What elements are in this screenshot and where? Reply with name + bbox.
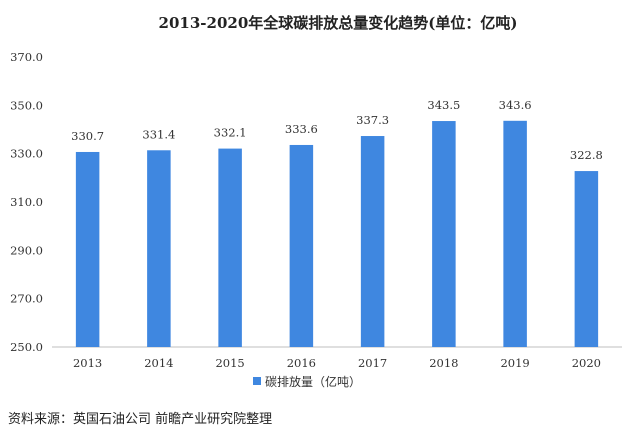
x-tick-label: 2016: [287, 356, 316, 370]
data-label: 343.6: [499, 98, 532, 112]
bar: [503, 120, 527, 347]
y-tick-label: 250.0: [10, 340, 43, 354]
y-tick-label: 290.0: [10, 243, 43, 257]
chart-title: 2013-2020年全球碳排放总量变化趋势(单位：亿吨): [159, 14, 518, 32]
y-tick-label: 270.0: [10, 292, 43, 306]
x-axis: 2013 2014 2015 2016 2017 2018 2019 2020: [73, 356, 601, 370]
legend-label: 碳排放量（亿吨）: [265, 374, 361, 389]
legend: 碳排放量（亿吨）: [253, 374, 361, 389]
data-label: 322.8: [570, 148, 603, 162]
bar: [147, 150, 171, 347]
x-tick-label: 2019: [500, 356, 529, 370]
x-tick-label: 2018: [429, 356, 458, 370]
data-label: 343.5: [427, 98, 460, 112]
x-tick-label: 2017: [358, 356, 387, 370]
legend-swatch: [253, 377, 261, 385]
bar: [432, 121, 456, 348]
y-axis: 250.0 270.0 290.0 310.0 330.0 350.0 370.0: [10, 50, 43, 354]
data-label: 331.4: [142, 127, 175, 141]
y-tick-label: 350.0: [10, 98, 43, 112]
bar-series: 330.7 331.4 332.1 333.6 337.3 343.5 343.6 322.8: [71, 98, 603, 348]
x-tick-label: 2020: [572, 356, 601, 370]
data-label: 330.7: [71, 129, 104, 143]
bar: [75, 151, 100, 347]
data-label: 332.1: [214, 126, 247, 140]
y-tick-label: 310.0: [10, 195, 43, 209]
bar: [360, 136, 385, 347]
bar: [218, 148, 242, 347]
data-label: 333.6: [285, 122, 318, 136]
bar-chart: 2013-2020年全球碳排放总量变化趋势(单位：亿吨) 250.0270.02…: [10, 14, 622, 389]
x-tick-label: 2015: [215, 356, 244, 370]
x-tick-label: 2013: [73, 356, 102, 370]
x-tick-label: 2014: [144, 356, 173, 370]
bar: [574, 171, 599, 347]
bar: [289, 144, 314, 347]
y-tick-label: 330.0: [10, 147, 43, 161]
y-tick-label: 370.0: [10, 50, 43, 64]
data-label: 337.3: [356, 113, 389, 127]
source-note: 资料来源：英国石油公司 前瞻产业研究院整理: [8, 412, 273, 427]
